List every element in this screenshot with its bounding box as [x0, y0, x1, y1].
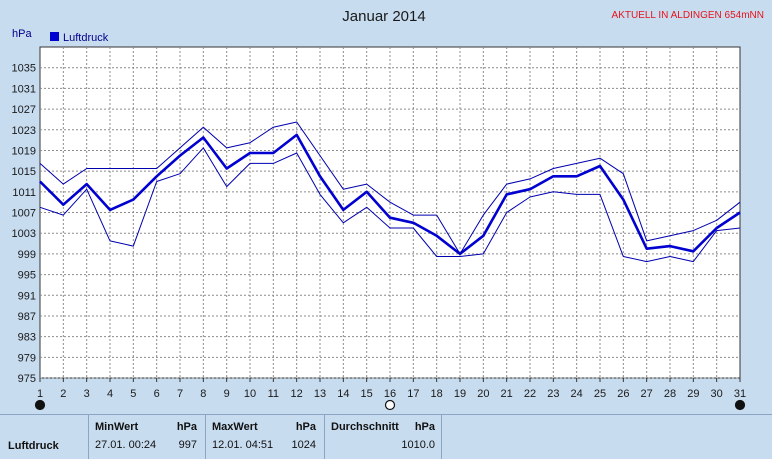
location-label: AKTUELL IN ALDINGEN 654mNN [612, 10, 764, 21]
avg-unit: hPa [414, 421, 435, 433]
x-tick-label: 14 [337, 388, 349, 400]
x-tick-label: 30 [711, 388, 723, 400]
y-tick-label: 1011 [12, 187, 36, 199]
y-unit-label: hPa [12, 28, 32, 40]
y-tick-label: 1035 [12, 63, 36, 75]
min-cell: MinWert hPa 27.01. 00:24 997 [88, 415, 206, 459]
x-tick-label: 20 [477, 388, 489, 400]
y-tick-label: 1007 [12, 208, 36, 220]
avg-cell: Durchschnitt hPa 1010.0 [324, 415, 442, 459]
x-tick-label: 17 [407, 388, 419, 400]
avg-value: 1010.0 [401, 439, 435, 451]
avg-header: Durchschnitt [331, 421, 399, 433]
max-time: 12.01. 04:51 [212, 439, 274, 451]
x-tick-label: 31 [734, 388, 746, 400]
new-moon-icon [34, 399, 46, 411]
x-tick-label: 6 [154, 388, 160, 400]
min-header: MinWert [95, 421, 139, 433]
x-tick-label: 28 [664, 388, 676, 400]
x-tick-label: 9 [224, 388, 230, 400]
x-tick-label: 1 [37, 388, 43, 400]
x-tick-label: 22 [524, 388, 536, 400]
legend-label: Luftdruck [63, 32, 109, 44]
y-tick-label: 995 [18, 270, 36, 282]
chart: Januar 2014 AKTUELL IN ALDINGEN 654mNN h… [12, 8, 764, 411]
x-tick-label: 10 [244, 388, 256, 400]
y-tick-label: 1019 [12, 145, 36, 157]
legend-swatch [50, 32, 59, 41]
y-tick-label: 991 [18, 290, 36, 302]
max-cell: MaxWert hPa 12.01. 04:51 1024 [205, 415, 325, 459]
x-tick-label: 11 [268, 388, 279, 400]
series-line-min [39, 147, 741, 263]
x-tick-label: 5 [130, 388, 136, 400]
x-tick-label: 24 [571, 388, 583, 400]
max-value: 1024 [291, 439, 316, 451]
min-unit: hPa [176, 421, 197, 433]
x-tick-label: 18 [431, 388, 443, 400]
stats-row-label: Luftdruck [8, 440, 59, 452]
y-tick-label: 987 [18, 311, 36, 323]
x-tick-label: 19 [454, 388, 466, 400]
x-tick-label: 12 [291, 388, 303, 400]
grid [40, 47, 740, 379]
x-tick-label: 27 [641, 388, 653, 400]
x-tick-label: 21 [501, 388, 513, 400]
chart-title: Januar 2014 [342, 8, 425, 25]
y-tick-label: 1031 [12, 83, 36, 95]
y-tick-label: 1027 [12, 104, 36, 116]
x-tick-label: 4 [107, 388, 113, 400]
series-line-luftdruck [39, 133, 741, 256]
x-tick-label: 2 [60, 388, 66, 400]
new-moon-icon [734, 399, 746, 411]
max-header: MaxWert [212, 421, 258, 433]
y-tick-label: 1003 [12, 228, 36, 240]
x-tick-label: 26 [617, 388, 629, 400]
series-layer [39, 121, 741, 263]
y-tick-label: 999 [18, 249, 36, 261]
x-tick-label: 15 [361, 388, 373, 400]
y-tick-label: 1023 [12, 125, 36, 137]
y-tick-label: 975 [18, 373, 36, 385]
y-tick-label: 1015 [12, 166, 36, 178]
x-tick-label: 23 [547, 388, 559, 400]
max-unit: hPa [295, 421, 316, 433]
x-tick-label: 25 [594, 388, 606, 400]
x-tick-label: 3 [84, 388, 90, 400]
y-tick-label: 979 [18, 352, 36, 364]
series-line-max [39, 121, 741, 255]
min-time: 27.01. 00:24 [95, 439, 157, 451]
full-moon-icon [384, 399, 396, 411]
x-tick-label: 7 [177, 388, 183, 400]
stats-table: Luftdruck MinWert hPa 27.01. 00:24 997 M… [0, 414, 772, 459]
y-tick-label: 983 [18, 332, 36, 344]
x-tick-label: 8 [200, 388, 206, 400]
min-value: 997 [178, 439, 197, 451]
x-tick-label: 13 [314, 388, 326, 400]
x-tick-label: 29 [687, 388, 699, 400]
x-tick-label: 16 [384, 388, 396, 400]
axes: 9759799839879919959991003100710111015101… [12, 63, 746, 411]
